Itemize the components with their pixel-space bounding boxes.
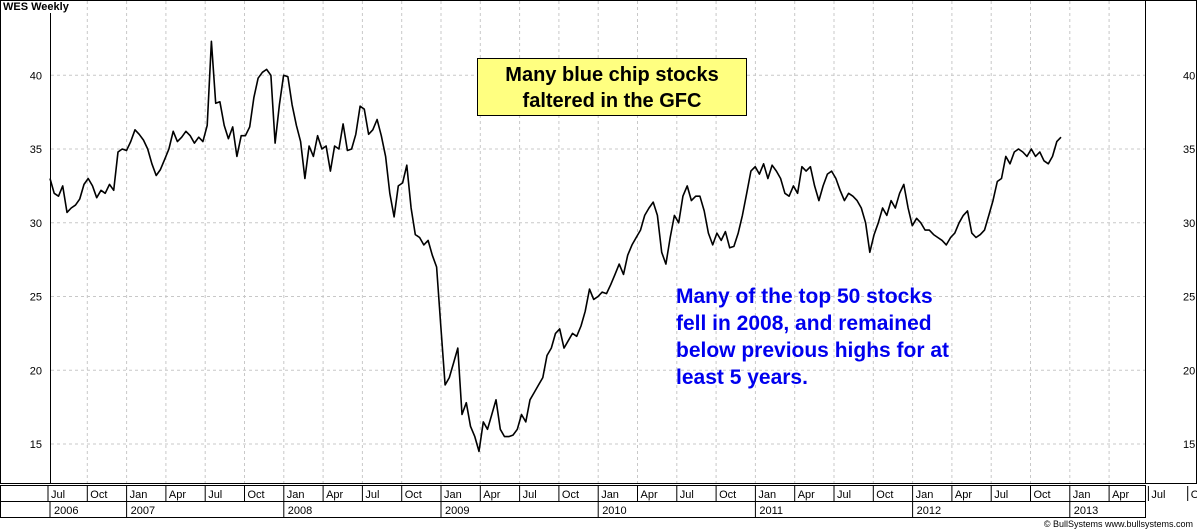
month-label: Jan	[130, 489, 148, 501]
month-label: Jul	[208, 489, 222, 501]
month-label: Oct	[562, 489, 579, 501]
month-label: Apr	[169, 489, 186, 501]
top50-note-line-4: least 5 years.	[676, 366, 808, 389]
gfc-callout-line-2: faltered in the GFC	[522, 90, 702, 112]
copyright-footer: © BullSystems www.bullsystems.com	[1043, 519, 1193, 529]
month-label: Oct	[1191, 489, 1197, 501]
y-tick-label-left: 40	[30, 70, 42, 82]
month-label: Apr	[1112, 489, 1129, 501]
y-tick-label-right: 40	[1183, 70, 1195, 82]
month-label: Jul	[365, 489, 379, 501]
y-tick-label-right: 15	[1183, 439, 1195, 451]
top50-note: Many of the top 50 stocks fell in 2008, …	[676, 283, 1006, 391]
month-label: Oct	[719, 489, 736, 501]
y-axis-ticks: 15 15 20 20 25 25 30 30 35 35 40 40	[30, 70, 1196, 451]
y-tick-label-left: 15	[30, 439, 42, 451]
gfc-callout-box: Many blue chip stocks faltered in the GF…	[477, 58, 747, 116]
gfc-callout-line-1: Many blue chip stocks	[505, 64, 719, 86]
y-tick-label-right: 35	[1183, 144, 1195, 156]
month-label: Jan	[758, 489, 776, 501]
month-label: Apr	[326, 489, 343, 501]
month-label: Apr	[798, 489, 815, 501]
month-label: Apr	[955, 489, 972, 501]
chart-title: WES Weekly	[1, 1, 71, 13]
month-label: Jan	[1073, 489, 1091, 501]
month-label: Oct	[90, 489, 107, 501]
y-tick-label-left: 30	[30, 218, 42, 230]
month-label: Apr	[483, 489, 500, 501]
month-label: Jul	[51, 489, 65, 501]
month-label: Jan	[444, 489, 462, 501]
price-series-line	[49, 40, 1062, 453]
y-tick-label-left: 20	[30, 365, 42, 377]
year-label: 2009	[445, 505, 469, 517]
month-label: Jan	[287, 489, 305, 501]
year-label: 2011	[759, 505, 783, 517]
year-label: 2007	[131, 505, 155, 517]
month-label: Jul	[837, 489, 851, 501]
month-label: Apr	[641, 489, 658, 501]
month-label: Jul	[994, 489, 1008, 501]
year-label: 2012	[917, 505, 941, 517]
year-label: 2010	[602, 505, 626, 517]
top50-note-line-3: below previous highs for at	[676, 339, 950, 362]
year-label: 2008	[288, 505, 312, 517]
date-axis: Jul Oct Jan Apr Jul Oct Jan Apr Jul Oct Jan Apr Jul O…	[47, 486, 1197, 517]
month-label: Jul	[523, 489, 537, 501]
y-tick-label-left: 25	[30, 292, 42, 304]
y-tick-label-right: 30	[1183, 218, 1195, 230]
month-label: Oct	[876, 489, 893, 501]
month-label: Jan	[916, 489, 934, 501]
month-label: Jul	[1151, 489, 1165, 501]
y-tick-label-right: 25	[1183, 292, 1195, 304]
y-tick-label-right: 20	[1183, 365, 1195, 377]
month-label: Jul	[680, 489, 694, 501]
month-label: Oct	[405, 489, 422, 501]
year-label: 2006	[54, 505, 78, 517]
top50-note-line-2: fell in 2008, and remained	[676, 312, 932, 335]
month-label: Jan	[601, 489, 619, 501]
month-label: Oct	[1034, 489, 1051, 501]
year-label: 2013	[1074, 505, 1098, 517]
month-label: Oct	[248, 489, 265, 501]
y-tick-label-left: 35	[30, 144, 42, 156]
top50-note-line-1: Many of the top 50 stocks	[676, 285, 933, 308]
